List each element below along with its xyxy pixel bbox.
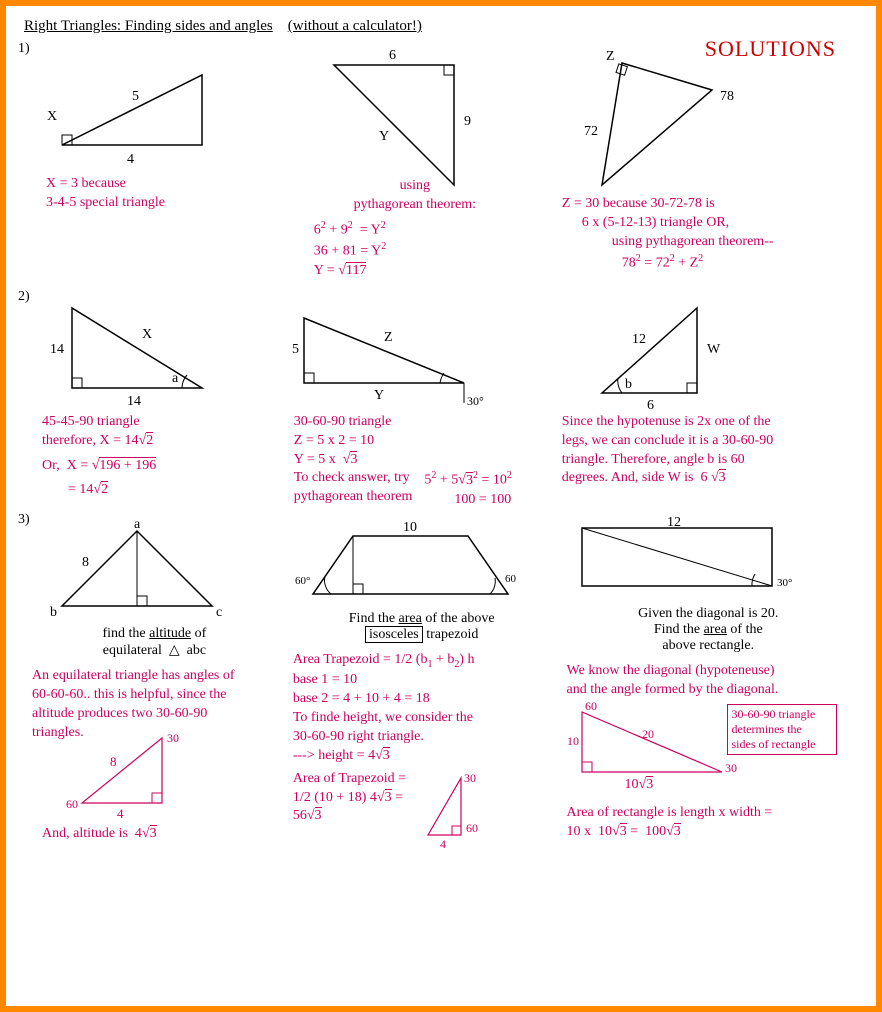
triangle-2a: 14 X 14 a	[32, 293, 222, 413]
triangle-2b: 5 Z Y 30°	[284, 293, 504, 413]
page-subtitle: (without a calculator!)	[288, 18, 422, 34]
problem-row-1: 1) X 5 4 X = 3 because 3-4-5 special tri…	[24, 41, 858, 287]
triangle-1a: X 5 4	[32, 45, 222, 175]
svg-text:9: 9	[464, 114, 471, 129]
svg-text:78: 78	[720, 89, 734, 104]
svg-text:8: 8	[110, 754, 117, 769]
caption-3c: Given the diagonal is 20. Find the area …	[567, 606, 850, 654]
caption-3b: Find the area of the above isosceles tra…	[293, 611, 551, 643]
page-title: Right Triangles: Finding sides and angle…	[24, 18, 273, 34]
svg-text:60: 60	[585, 700, 597, 713]
svg-text:Y: Y	[374, 388, 384, 403]
triangle-1c: Z 78 72	[562, 45, 762, 195]
solution-2b: 30-60-90 triangle Z = 5 x 2 = 10 Y = 5 x…	[294, 413, 546, 510]
triangle-1b: 6 9 Y	[284, 45, 474, 195]
svg-text:4: 4	[440, 837, 446, 850]
solution-1b: using pythagorean theorem: 62 + 92 = Y2 …	[284, 177, 546, 281]
svg-text:20: 20	[642, 727, 654, 741]
svg-text:60: 60	[505, 573, 517, 585]
svg-text:72: 72	[584, 124, 598, 139]
solution-3c: We know the diagonal (hypoteneuse) and t…	[567, 662, 850, 700]
svg-text:Y: Y	[379, 129, 389, 144]
svg-text:X: X	[47, 109, 57, 124]
svg-text:30: 30	[464, 771, 476, 785]
aux-triangle-3b: 30 60 4	[416, 770, 496, 850]
svg-text:a: a	[134, 517, 141, 532]
svg-text:4: 4	[117, 806, 124, 821]
problem-number: 1)	[18, 41, 30, 57]
svg-text:14: 14	[127, 394, 141, 409]
svg-text:30: 30	[167, 731, 179, 745]
svg-text:X: X	[142, 327, 152, 342]
svg-text:60°: 60°	[295, 575, 310, 587]
svg-text:6: 6	[647, 398, 654, 413]
svg-text:30°: 30°	[467, 394, 484, 408]
svg-text:4: 4	[127, 152, 134, 167]
triangle-2c: 12 W 6 b	[562, 293, 762, 413]
solution-1a: X = 3 because 3-4-5 special triangle	[46, 175, 268, 213]
svg-text:c: c	[216, 605, 222, 620]
svg-text:60: 60	[466, 821, 478, 835]
aux-triangle-3a: 30 60 8 4	[62, 728, 202, 823]
page-header: Right Triangles: Finding sides and angle…	[24, 18, 858, 35]
svg-text:30°: 30°	[777, 577, 792, 589]
triangle-3a: a b c 8	[32, 516, 232, 626]
problem-row-2: 2) 14 X 14 a 45-45-90 triangle therefore…	[24, 289, 858, 516]
svg-text:60: 60	[66, 797, 78, 811]
svg-text:10: 10	[567, 734, 579, 748]
svg-text:Z: Z	[606, 49, 615, 64]
svg-text:Z: Z	[384, 330, 393, 345]
caption-3a: find the altitude of equilateral △ abc	[32, 626, 277, 659]
problem-row-3: 3) a b c 8 find the altitude of equilate…	[24, 512, 858, 856]
svg-text:a: a	[172, 371, 179, 386]
note-box: 30-60-90 triangle determines the sides o…	[727, 704, 837, 755]
svg-text:10: 10	[403, 520, 417, 535]
svg-text:W: W	[707, 342, 721, 357]
trapezoid-3b: 10 60° 60	[293, 516, 533, 611]
solution-3c-final: Area of rectangle is length x width = 10…	[567, 804, 850, 842]
svg-text:14: 14	[50, 342, 64, 357]
svg-text:b: b	[625, 377, 632, 392]
svg-text:30: 30	[725, 761, 737, 775]
svg-text:b: b	[50, 605, 57, 620]
problem-number: 3)	[18, 512, 30, 528]
svg-text:5: 5	[292, 342, 299, 357]
solution-2a: 45-45-90 triangle therefore, X = 14√2 Or…	[42, 413, 268, 501]
svg-text:12: 12	[667, 516, 681, 530]
svg-text:5: 5	[132, 89, 139, 104]
svg-text:8: 8	[82, 555, 89, 570]
svg-text:6: 6	[389, 48, 396, 63]
worksheet-frame: Right Triangles: Finding sides and angle…	[0, 0, 882, 1012]
problem-number: 2)	[18, 289, 30, 305]
solution-2c: Since the hypotenuse is 2x one of the le…	[562, 413, 850, 489]
svg-text:12: 12	[632, 332, 646, 347]
rectangle-3c: 12 30°	[567, 516, 807, 606]
solution-3b: Area Trapezoid = 1/2 (b1 + b2) h base 1 …	[293, 651, 551, 766]
solution-1c: Z = 30 because 30-72-78 is 6 x (5-12-13)…	[562, 195, 850, 273]
